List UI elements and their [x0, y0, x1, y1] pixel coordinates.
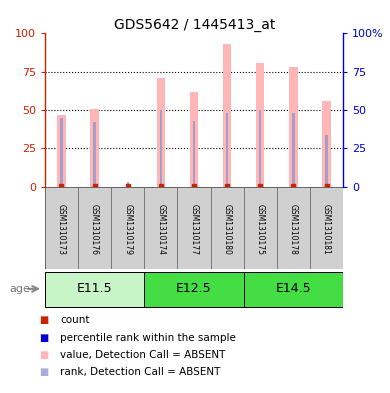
Text: ■: ■: [39, 350, 48, 360]
Bar: [144, 187, 177, 269]
Text: GSM1310176: GSM1310176: [90, 204, 99, 255]
Text: GSM1310181: GSM1310181: [322, 204, 331, 255]
Text: ■: ■: [39, 367, 48, 377]
Bar: [289, 67, 298, 187]
Text: GSM1310178: GSM1310178: [289, 204, 298, 255]
Bar: [57, 115, 66, 187]
Bar: [190, 92, 198, 187]
Bar: [244, 272, 343, 307]
Bar: [310, 187, 343, 269]
Bar: [277, 187, 310, 269]
Text: GSM1310174: GSM1310174: [156, 204, 165, 255]
Text: ■: ■: [39, 315, 48, 325]
Text: GDS5642 / 1445413_at: GDS5642 / 1445413_at: [114, 18, 276, 32]
Text: GSM1310179: GSM1310179: [123, 204, 132, 255]
Bar: [323, 101, 331, 187]
Bar: [157, 78, 165, 187]
Text: percentile rank within the sample: percentile rank within the sample: [60, 332, 236, 343]
Bar: [90, 108, 99, 187]
Bar: [223, 44, 231, 187]
Bar: [127, 182, 129, 187]
Bar: [193, 121, 195, 187]
Bar: [326, 134, 328, 187]
Bar: [60, 118, 62, 187]
Bar: [78, 187, 111, 269]
Bar: [45, 187, 78, 269]
Text: age: age: [10, 284, 31, 294]
Text: GSM1310180: GSM1310180: [223, 204, 232, 255]
Bar: [256, 62, 264, 187]
Bar: [292, 113, 294, 187]
Bar: [94, 122, 96, 187]
Bar: [244, 187, 277, 269]
Text: count: count: [60, 315, 90, 325]
Text: E12.5: E12.5: [176, 282, 212, 296]
Text: GSM1310173: GSM1310173: [57, 204, 66, 255]
Text: GSM1310175: GSM1310175: [256, 204, 265, 255]
Text: GSM1310177: GSM1310177: [190, 204, 199, 255]
Bar: [160, 110, 162, 187]
Text: rank, Detection Call = ABSENT: rank, Detection Call = ABSENT: [60, 367, 221, 377]
Text: E14.5: E14.5: [276, 282, 311, 296]
Text: ■: ■: [39, 332, 48, 343]
Text: E11.5: E11.5: [77, 282, 112, 296]
Bar: [45, 272, 144, 307]
Bar: [259, 110, 261, 187]
Bar: [226, 113, 228, 187]
Bar: [211, 187, 244, 269]
Bar: [111, 187, 144, 269]
Bar: [144, 272, 244, 307]
Bar: [177, 187, 211, 269]
Text: value, Detection Call = ABSENT: value, Detection Call = ABSENT: [60, 350, 226, 360]
